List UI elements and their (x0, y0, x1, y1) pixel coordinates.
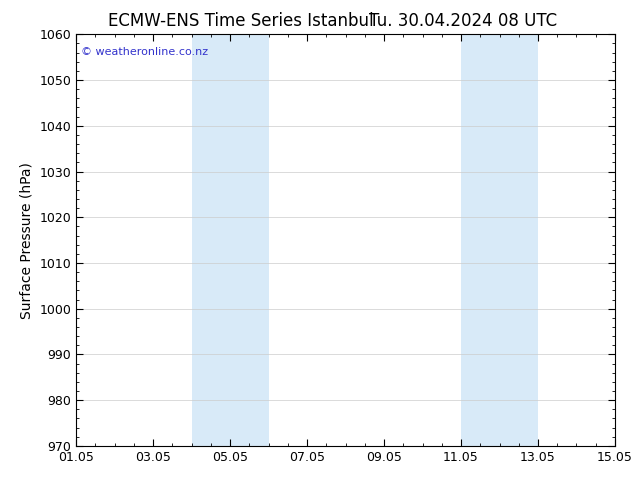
Text: © weatheronline.co.nz: © weatheronline.co.nz (81, 47, 209, 57)
Y-axis label: Surface Pressure (hPa): Surface Pressure (hPa) (20, 162, 34, 318)
Bar (461, 34, 538, 446)
Bar (191, 34, 269, 446)
Text: ECMW-ENS Time Series Istanbul: ECMW-ENS Time Series Istanbul (108, 12, 373, 30)
Text: Tu. 30.04.2024 08 UTC: Tu. 30.04.2024 08 UTC (369, 12, 557, 30)
